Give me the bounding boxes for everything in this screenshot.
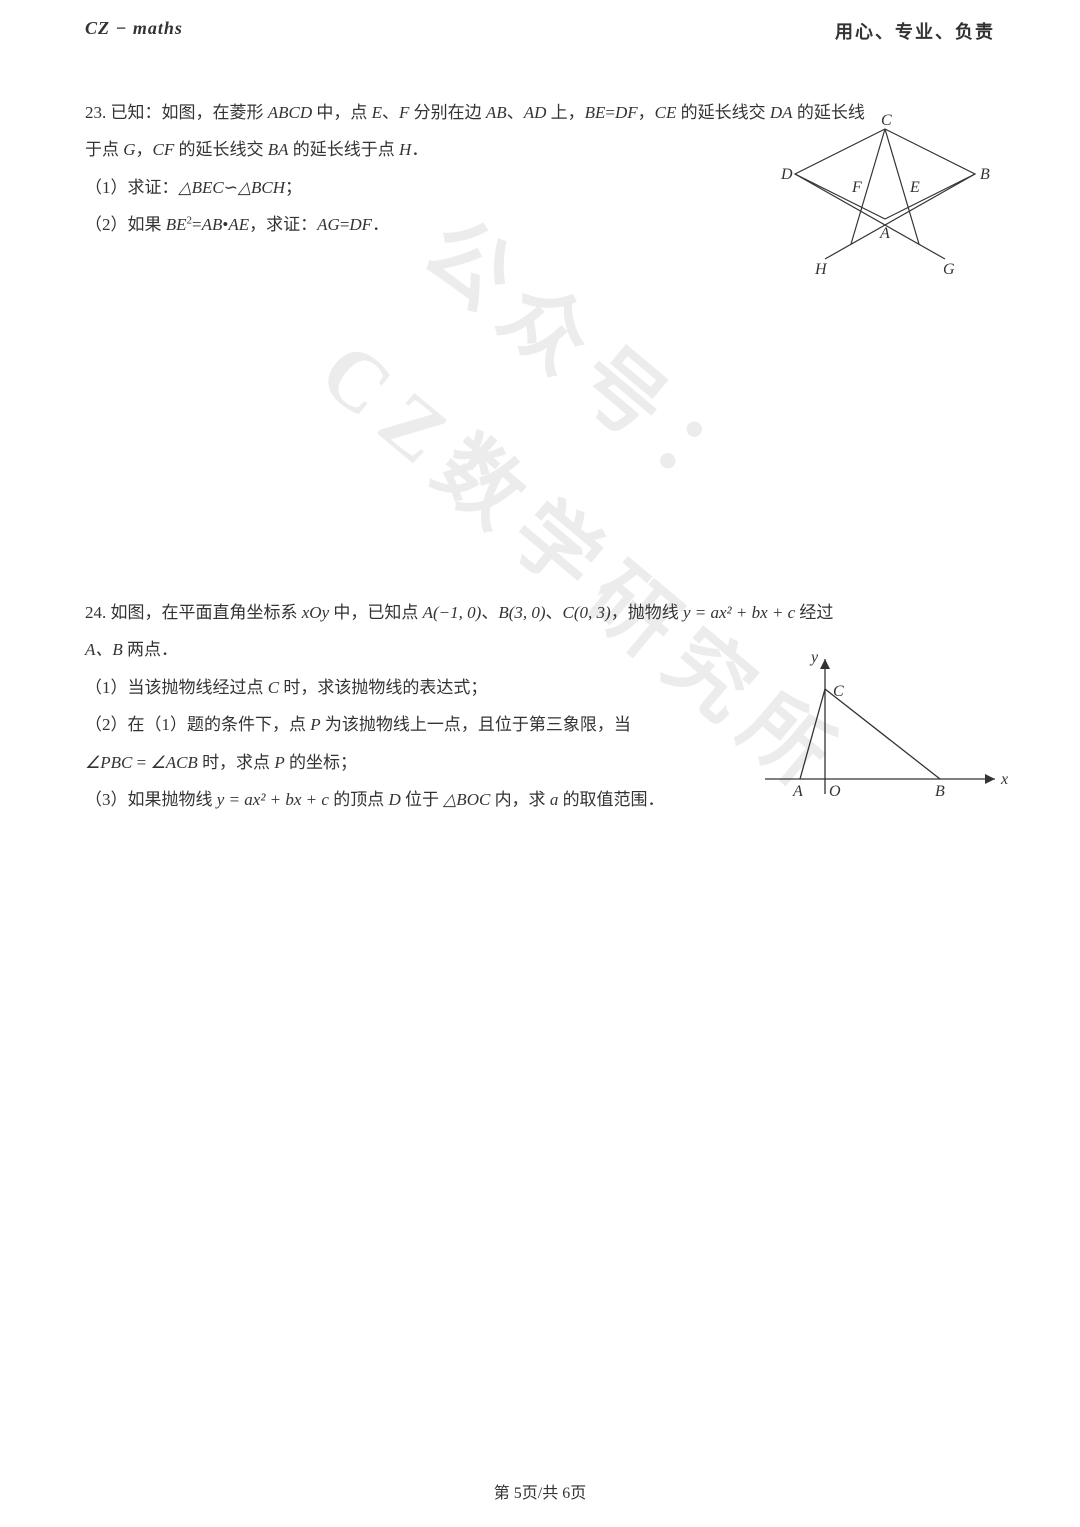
page-header: CZ − maths 用心、专业、负责 — [0, 0, 1080, 44]
y-axis-arrow — [820, 659, 830, 669]
line-AC — [800, 689, 825, 779]
fig24-label-x: x — [1000, 771, 1008, 788]
rhombus-figure: C D B F E A H G — [775, 114, 995, 284]
fig-label-G: G — [943, 261, 955, 278]
x-axis-arrow — [985, 774, 995, 784]
problem-24-line2: A、B 两点． — [85, 631, 695, 668]
q24-number: 24. — [85, 603, 106, 622]
fig-label-F: F — [851, 179, 862, 196]
problem-23-line2: 于点 G，CF 的延长线交 BA 的延长线于点 H． — [85, 131, 695, 168]
fig24-label-A: A — [792, 783, 803, 800]
q23-number: 23. — [85, 103, 106, 122]
fig-label-B: B — [980, 166, 990, 183]
problem-23: 23. 已知：如图，在菱形 ABCD 中，点 E、F 分别在边 AB、AD 上，… — [85, 94, 995, 574]
line-CB — [825, 689, 940, 779]
problem-23-q1: （1）求证：△BEC∽△BCH； — [85, 169, 695, 206]
rhombus-outline — [795, 129, 975, 219]
problem-24-q2-cont: ∠PBC = ∠ACB 时，求点 P 的坐标； — [85, 744, 695, 781]
header-left: CZ − maths — [85, 18, 183, 44]
line-DG — [795, 174, 945, 259]
fig24-label-O: O — [829, 783, 841, 800]
fig24-label-B: B — [935, 783, 945, 800]
coordinate-figure: y x C A O B — [755, 644, 1015, 814]
problem-24-q3: （3）如果抛物线 y = ax² + bx + c 的顶点 D 位于 △BOC … — [85, 781, 695, 818]
page-content: 23. 已知：如图，在菱形 ABCD 中，点 E、F 分别在边 AB、AD 上，… — [0, 44, 1080, 1134]
problem-23-q2: （2）如果 BE2=AB•AE，求证：AG=DF． — [85, 206, 695, 243]
fig-label-D: D — [780, 166, 793, 183]
problem-24-q2: （2）在（1）题的条件下，点 P 为该抛物线上一点，且位于第三象限，当 — [85, 706, 695, 743]
fig-label-C: C — [881, 114, 892, 129]
page-footer: 第 5页/共 6页 — [0, 1479, 1080, 1503]
fig24-label-y: y — [809, 649, 819, 666]
fig-label-A: A — [879, 225, 890, 242]
fig24-label-C: C — [833, 683, 844, 700]
problem-24-q1: （1）当该抛物线经过点 C 时，求该抛物线的表达式； — [85, 669, 695, 706]
header-right: 用心、专业、负责 — [835, 18, 995, 44]
fig-label-E: E — [909, 179, 920, 196]
line-BH — [825, 174, 975, 259]
problem-24: 24. 如图，在平面直角坐标系 xOy 中，已知点 A(−1, 0)、B(3, … — [85, 594, 995, 1134]
problem-24-statement: 24. 如图，在平面直角坐标系 xOy 中，已知点 A(−1, 0)、B(3, … — [85, 594, 985, 631]
fig-label-H: H — [814, 261, 828, 278]
